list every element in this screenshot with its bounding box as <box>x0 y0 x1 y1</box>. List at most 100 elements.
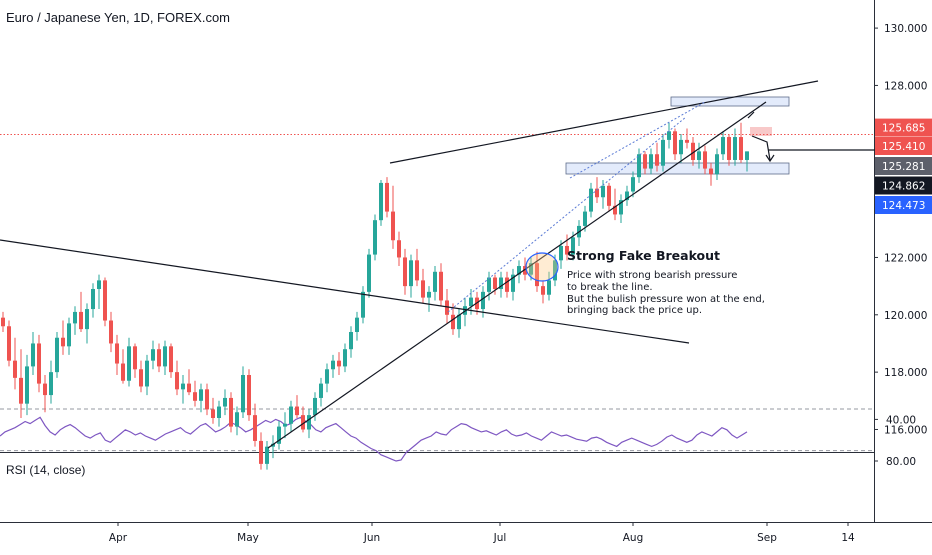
gridlines <box>0 0 932 523</box>
candle-body <box>499 277 503 289</box>
projection-arrow <box>751 135 771 161</box>
candle-body <box>433 271 437 292</box>
price-tick-label: 118.000 <box>884 367 927 379</box>
price-tick-label: 116.000 <box>884 424 927 436</box>
candle-body <box>151 349 155 361</box>
candle-body <box>637 154 641 178</box>
candle-body <box>445 300 449 315</box>
candle-body <box>301 415 305 430</box>
candle-body <box>31 343 35 367</box>
candle-body <box>145 360 149 387</box>
candle-body <box>355 317 359 332</box>
candle-body <box>649 154 653 169</box>
annotation-title: Strong Fake Breakout <box>567 248 721 263</box>
candle-body <box>139 369 143 387</box>
price-tick-label: 122.000 <box>884 252 927 264</box>
price-badge-label: 125.281 <box>882 161 925 173</box>
price-badge <box>875 118 932 137</box>
candle-body <box>667 131 671 140</box>
price-badge-label: 124.473 <box>882 200 925 212</box>
candle-body <box>493 277 497 289</box>
candle-body <box>391 211 395 241</box>
candle-body <box>745 151 749 160</box>
channel-lower-dotted <box>447 116 687 313</box>
rsi-tick-label: 80.00 <box>886 456 916 468</box>
price-badge <box>875 176 932 195</box>
candle-body <box>589 188 593 212</box>
candle-body <box>409 260 413 287</box>
time-tick-label: 14 <box>841 532 855 544</box>
candle-body <box>163 346 167 367</box>
candle-body <box>91 288 95 310</box>
price-badge-label: 125.410 <box>882 141 925 153</box>
candle-body <box>109 320 113 344</box>
candle-body <box>373 220 377 255</box>
candle-body <box>679 139 683 155</box>
candle-body <box>715 154 719 175</box>
candle-body <box>721 137 725 155</box>
candle-body <box>43 383 47 396</box>
trendlines[interactable] <box>0 80 932 449</box>
candle-body <box>415 260 419 281</box>
time-tick-label: May <box>237 532 259 544</box>
candle-body <box>661 139 665 166</box>
price-badge-label: 125.685 <box>882 123 925 135</box>
candle-body <box>295 406 299 416</box>
candle-body <box>319 383 323 398</box>
time-tick-label: Jun <box>363 532 380 544</box>
fake-breakout-circle <box>525 252 559 282</box>
annotation-line: But the bulish pressure won at the end, <box>567 293 765 305</box>
time-tick-label: Sep <box>757 532 777 544</box>
candle-body <box>421 280 425 298</box>
candle-body <box>451 314 455 330</box>
candle-body <box>697 151 701 160</box>
candle-body <box>229 397 233 427</box>
candle-body <box>343 349 347 367</box>
price-tick-label: 128.000 <box>884 80 927 92</box>
candle-body <box>61 337 65 347</box>
candle-body <box>403 257 407 287</box>
candle-body <box>571 237 575 255</box>
candle-body <box>331 360 335 370</box>
candle-body <box>385 182 389 212</box>
candle-body <box>457 314 461 330</box>
candle-body <box>211 409 215 419</box>
candle-body <box>733 137 737 160</box>
price-badge <box>875 196 932 214</box>
candle-body <box>1 317 5 327</box>
price-tick-label: 130.000 <box>884 23 927 35</box>
position-zone <box>750 127 772 136</box>
zones <box>0 96 874 175</box>
candle-body <box>241 375 245 413</box>
candle-body <box>79 311 83 330</box>
candle-body <box>673 131 677 155</box>
rsi-line <box>0 416 748 462</box>
candle-body <box>643 154 647 169</box>
candle-body <box>559 245 563 261</box>
candle-body <box>379 182 383 221</box>
candle-body <box>685 139 689 143</box>
candle-body <box>469 297 473 307</box>
candle-body <box>739 137 743 160</box>
candle-body <box>655 154 659 166</box>
candle-body <box>631 177 635 192</box>
candle-body <box>259 440 263 464</box>
candle-body <box>289 406 293 424</box>
candle-body <box>133 346 137 370</box>
candle-body <box>187 383 191 393</box>
candle-body <box>247 375 251 416</box>
candle-body <box>517 266 521 275</box>
channel-upper-dotted <box>569 101 706 179</box>
candle-body <box>349 331 353 350</box>
price-axis: 130.000128.000126.000122.000120.000118.0… <box>874 23 932 468</box>
candle-body <box>535 263 539 287</box>
price-badge <box>875 157 932 175</box>
candle-body <box>541 286 545 295</box>
time-tick-label: Apr <box>109 532 128 544</box>
candle-body <box>607 185 611 206</box>
candle-body <box>115 343 119 364</box>
candle-body <box>565 245 569 255</box>
time-axis: Apr May Jun Jul Aug Sep 14 <box>109 522 855 544</box>
